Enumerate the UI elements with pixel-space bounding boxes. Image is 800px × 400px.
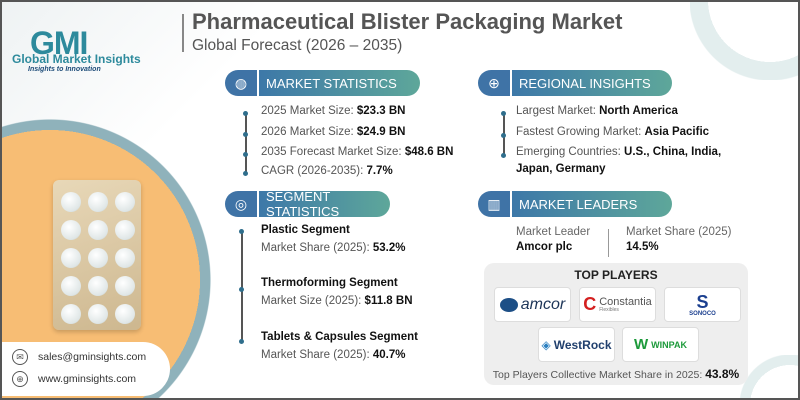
mail-icon: ✉ xyxy=(12,349,28,365)
timeline-line xyxy=(241,232,243,340)
bullet xyxy=(239,229,244,234)
leaderboard-icon: ▥ xyxy=(478,191,512,217)
market-statistics-header: ◍ MARKET STATISTICS xyxy=(225,70,420,96)
title-divider xyxy=(182,14,184,52)
segment-name: Tablets & Capsules Segment xyxy=(261,331,418,343)
bullet xyxy=(501,153,506,158)
top-players-share: Top Players Collective Market Share in 2… xyxy=(492,367,740,381)
section-title: SEGMENT STATISTICS xyxy=(259,191,390,217)
tablet xyxy=(61,248,81,268)
bullet xyxy=(243,152,248,157)
amcor-logo: amcor xyxy=(494,287,571,322)
bullet xyxy=(501,133,506,138)
segment-name: Plastic Segment xyxy=(261,224,350,236)
region-item: Largest Market: North America xyxy=(516,105,678,117)
page-subtitle: Global Forecast (2026 – 2035) xyxy=(192,37,403,54)
brand-name: Global Market Insights xyxy=(12,52,141,66)
page-title: Pharmaceutical Blister Packaging Market xyxy=(192,9,623,34)
tablet xyxy=(115,192,135,212)
stat-item: 2025 Market Size: $23.3 BN xyxy=(261,105,406,117)
gmi-logo: GMI xyxy=(30,25,88,61)
leader-label: Market Leader xyxy=(516,226,591,238)
westrock-logo: ◈ WestRock xyxy=(538,327,615,362)
contact-box: ✉ sales@gminsights.com ⊕ www.gminsights.co… xyxy=(0,342,170,396)
globe-icon: ⊕ xyxy=(12,371,28,387)
sonoco-logo: S SONOCO xyxy=(664,287,741,322)
bullet xyxy=(243,171,248,176)
tablet xyxy=(88,192,108,212)
region-item-cont: Japan, Germany xyxy=(516,163,606,175)
tablet xyxy=(88,276,108,296)
region-item: Fastest Growing Market: Asia Pacific xyxy=(516,126,710,138)
tablet xyxy=(61,220,81,240)
tablet xyxy=(88,304,108,324)
email-link[interactable]: sales@gminsights.com xyxy=(38,351,147,363)
target-icon: ◎ xyxy=(225,191,259,217)
divider xyxy=(608,229,609,257)
tablet xyxy=(115,304,135,324)
blister-pack-image xyxy=(53,180,141,330)
website-link[interactable]: www.gminsights.com xyxy=(38,373,137,385)
bullet xyxy=(239,287,244,292)
section-title: MARKET LEADERS xyxy=(512,191,672,217)
globe-chart-icon: ◍ xyxy=(225,70,259,96)
regional-insights-header: ⊕ REGIONAL INSIGHTS xyxy=(478,70,672,96)
stat-item: CAGR (2026-2035): 7.7% xyxy=(261,165,393,177)
segment-stat: Market Share (2025): 40.7% xyxy=(261,349,406,361)
tablet xyxy=(61,276,81,296)
tablet xyxy=(115,220,135,240)
constantia-logo: C Constantia Flexibles xyxy=(579,287,656,322)
section-title: REGIONAL INSIGHTS xyxy=(512,70,672,96)
bullet xyxy=(501,111,506,116)
segment-stat: Market Size (2025): $11.8 BN xyxy=(261,295,413,307)
decorative-ring xyxy=(690,0,800,80)
market-leaders-header: ▥ MARKET LEADERS xyxy=(478,191,672,217)
leader-value: Amcor plc xyxy=(516,241,573,253)
tablet xyxy=(61,192,81,212)
segment-name: Thermoforming Segment xyxy=(261,277,398,289)
globe-icon: ⊕ xyxy=(478,70,512,96)
stat-item: 2026 Market Size: $24.9 BN xyxy=(261,126,406,138)
timeline-line xyxy=(245,114,247,174)
website-row[interactable]: ⊕ www.gminsights.com xyxy=(12,371,136,387)
top-players-title: TOP PLAYERS xyxy=(574,268,658,282)
email-row[interactable]: ✉ sales@gminsights.com xyxy=(12,349,146,365)
bullet xyxy=(239,339,244,344)
bullet xyxy=(243,111,248,116)
segment-stat: Market Share (2025): 53.2% xyxy=(261,242,406,254)
tablet xyxy=(88,248,108,268)
tablet xyxy=(88,220,108,240)
share-label: Market Share (2025) xyxy=(626,226,732,238)
winpak-logo: W WINPAK xyxy=(622,327,699,362)
top-players-box xyxy=(484,263,748,385)
section-title: MARKET STATISTICS xyxy=(259,70,420,96)
segment-statistics-header: ◎ SEGMENT STATISTICS xyxy=(225,191,390,217)
tablet xyxy=(115,248,135,268)
tablet xyxy=(115,276,135,296)
stat-item: 2035 Forecast Market Size: $48.6 BN xyxy=(261,146,454,158)
share-value: 14.5% xyxy=(626,241,659,253)
decorative-ring xyxy=(740,355,800,400)
bullet xyxy=(243,132,248,137)
region-item: Emerging Countries: U.S., China, India, xyxy=(516,146,722,158)
brand-tagline: Insights to Innovation xyxy=(28,66,101,73)
tablet xyxy=(61,304,81,324)
